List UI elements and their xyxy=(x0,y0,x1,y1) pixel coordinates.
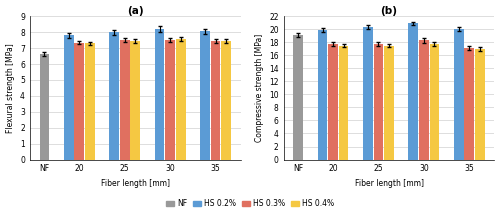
Bar xyxy=(374,44,384,160)
Bar xyxy=(64,35,74,160)
Title: (a): (a) xyxy=(127,6,144,15)
Bar xyxy=(110,32,119,160)
Bar xyxy=(154,29,164,160)
Bar xyxy=(363,27,373,160)
Bar xyxy=(318,30,328,160)
Bar xyxy=(74,43,84,160)
Y-axis label: Flexural strength [MPa]: Flexural strength [MPa] xyxy=(6,43,15,133)
Bar xyxy=(221,41,231,160)
Bar xyxy=(176,39,186,160)
Y-axis label: Compressive strength [MPa]: Compressive strength [MPa] xyxy=(254,34,264,142)
Bar xyxy=(430,44,440,160)
Bar xyxy=(40,54,50,160)
Bar xyxy=(328,44,338,160)
Bar xyxy=(339,46,348,160)
X-axis label: Fiber length [mm]: Fiber length [mm] xyxy=(101,179,170,188)
Bar xyxy=(85,43,94,160)
Bar xyxy=(166,40,175,160)
Bar xyxy=(294,35,303,160)
Bar xyxy=(120,40,130,160)
Bar xyxy=(130,41,140,160)
Bar xyxy=(454,29,464,160)
Bar xyxy=(210,41,220,160)
Bar xyxy=(200,31,210,160)
Bar xyxy=(419,40,429,160)
Bar xyxy=(408,23,418,160)
Bar xyxy=(475,49,484,160)
X-axis label: Fiber length [mm]: Fiber length [mm] xyxy=(354,179,424,188)
Bar xyxy=(464,48,474,160)
Legend: NF, HS 0.2%, HS 0.3%, HS 0.4%: NF, HS 0.2%, HS 0.3%, HS 0.4% xyxy=(163,196,337,211)
Bar xyxy=(384,46,394,160)
Title: (b): (b) xyxy=(380,6,398,15)
